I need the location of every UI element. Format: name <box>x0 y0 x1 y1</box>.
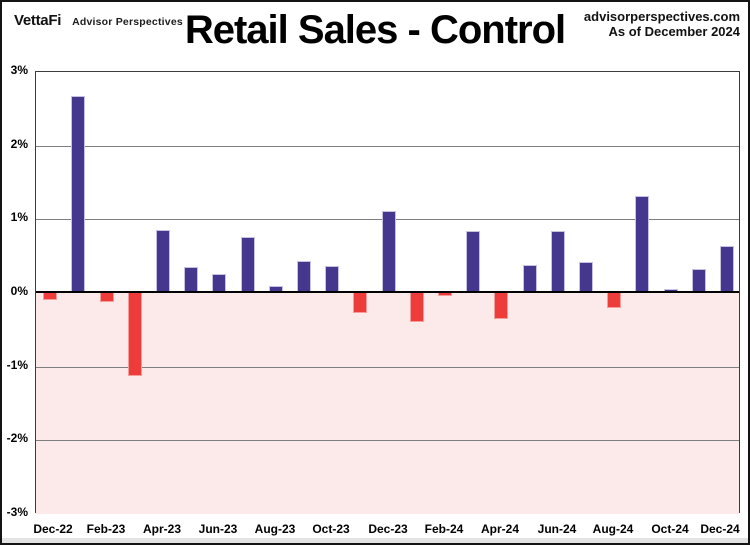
bar-Jan-24 <box>410 293 424 322</box>
vettafi-logo: VettaFi Advisor Perspectives <box>14 12 183 30</box>
y-tick-label-1%: 1% <box>10 210 28 224</box>
source-block: advisorperspectives.com As of December 2… <box>583 9 740 40</box>
brand-name: VettaFi <box>14 12 62 29</box>
x-tick-label-Dec-22: Dec-22 <box>33 522 73 536</box>
y-tick-label-0%: 0% <box>10 284 28 298</box>
x-tick-label-Jun-23: Jun-23 <box>198 522 238 536</box>
bar-Jul-24 <box>579 262 593 293</box>
gridline--1% <box>36 367 739 368</box>
bar-Sep-24 <box>635 196 649 293</box>
bar-Mar-24 <box>466 231 480 293</box>
bottom-strip <box>2 538 748 543</box>
y-tick-label-2%: 2% <box>10 137 28 151</box>
zero-axis-line <box>36 291 739 293</box>
bar-Apr-24 <box>494 293 508 319</box>
bar-Dec-24 <box>720 246 734 293</box>
bar-Aug-24 <box>607 293 621 308</box>
bar-Nov-23 <box>353 293 367 313</box>
bar-Nov-24 <box>692 269 706 293</box>
bar-May-23 <box>184 267 198 293</box>
gridline-2% <box>36 146 739 147</box>
gridline--2% <box>36 440 739 441</box>
as-of-date: As of December 2024 <box>608 23 740 39</box>
bar-Jun-24 <box>551 231 565 293</box>
bar-Aug-23 <box>269 286 283 293</box>
brand-subtitle: Advisor Perspectives <box>72 16 183 28</box>
bar-Dec-22 <box>43 293 57 300</box>
x-tick-label-Apr-23: Apr-23 <box>142 522 181 536</box>
x-tick-label-Jun-24: Jun-24 <box>537 522 577 536</box>
negative-region-shading <box>36 293 739 514</box>
x-tick-label-Feb-24: Feb-24 <box>424 522 464 536</box>
bar-Feb-23 <box>100 293 114 302</box>
plot-area <box>35 71 740 514</box>
y-tick-label--2%: -2% <box>6 431 28 445</box>
x-tick-label-Oct-23: Oct-23 <box>312 522 350 536</box>
x-tick-label-Dec-24: Dec-24 <box>700 522 740 536</box>
y-tick-label--1%: -1% <box>6 358 28 372</box>
chart-title: Retail Sales - Control <box>184 8 566 52</box>
x-tick-label-Aug-24: Aug-24 <box>592 522 634 536</box>
x-tick-label-Feb-23: Feb-23 <box>86 522 126 536</box>
x-tick-label-Apr-24: Apr-24 <box>480 522 519 536</box>
bar-Dec-23 <box>382 211 396 293</box>
bar-Mar-23 <box>128 293 142 376</box>
bar-Feb-24 <box>438 293 452 296</box>
source-url: advisorperspectives.com <box>583 9 740 24</box>
y-tick-label-3%: 3% <box>10 63 28 77</box>
bar-Sep-23 <box>297 261 311 293</box>
x-tick-label-Oct-24: Oct-24 <box>651 522 689 536</box>
bar-Jan-23 <box>71 96 85 293</box>
bar-Apr-23 <box>156 230 170 293</box>
bar-May-24 <box>523 265 537 293</box>
bar-Oct-23 <box>325 266 339 293</box>
x-tick-label-Dec-23: Dec-23 <box>368 522 408 536</box>
x-tick-label-Aug-23: Aug-23 <box>254 522 296 536</box>
bar-Jul-23 <box>241 237 255 293</box>
bar-Jun-23 <box>212 274 226 293</box>
y-tick-label--3%: -3% <box>6 505 28 519</box>
